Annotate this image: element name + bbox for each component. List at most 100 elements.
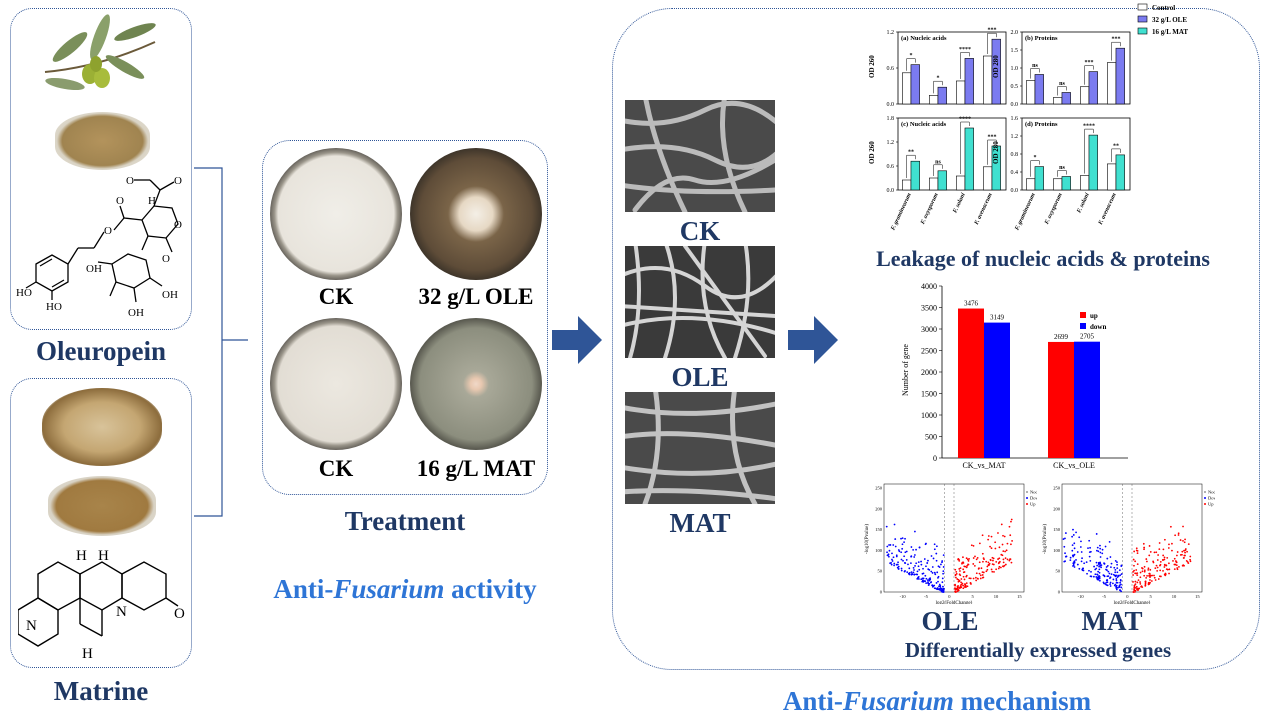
- point-down: [1075, 559, 1077, 561]
- leakage-panel-b: (b) Proteins OD 280 0.0 0.5 1.0 1.5 2.0 ns ns ***…: [992, 30, 1131, 108]
- point-up: [1146, 560, 1148, 563]
- point-down: [911, 572, 913, 575]
- leakage-panel-c: (c) Nucleic acids OD 260 0.0 0.6 1.2 1.8 ** F. …: [868, 116, 1007, 231]
- point-down: [1114, 559, 1117, 562]
- plate-mat: [410, 318, 542, 450]
- point-down: [896, 563, 899, 566]
- volcano-legend-dot: [1204, 491, 1206, 493]
- point-up: [1138, 587, 1141, 590]
- point-up: [1150, 580, 1153, 582]
- point-up: [979, 577, 982, 580]
- point-up: [1153, 574, 1155, 577]
- point-down: [928, 582, 931, 585]
- panel-title-b: (b) Proteins: [1025, 35, 1058, 42]
- point-up: [972, 557, 975, 559]
- sem-label-ck: CK: [679, 216, 721, 246]
- point-up: [1173, 563, 1176, 566]
- point-down: [1073, 542, 1076, 545]
- sig-label-a: *: [909, 53, 912, 59]
- point-down: [925, 565, 927, 568]
- panel-ticklabel-b: 0.0: [1011, 102, 1019, 108]
- point-up: [1132, 570, 1134, 573]
- matrine-structure: H H H N N O: [18, 548, 185, 662]
- point-down: [1114, 571, 1117, 574]
- volcano-plot-ole: -10 -5 0 5 10 15050100150200250log2(FoldChang…: [865, 483, 1037, 604]
- point-down: [1063, 545, 1066, 548]
- point-up: [1144, 580, 1147, 583]
- bar-control-a: [983, 55, 993, 105]
- point-down: [1064, 537, 1066, 540]
- point-down: [938, 585, 940, 588]
- point-up: [966, 585, 969, 588]
- point-up: [1011, 540, 1013, 542]
- activity-prefix: Anti-: [273, 574, 334, 604]
- point-down: [1104, 545, 1107, 548]
- point-up: [1168, 562, 1170, 565]
- plate-ck-1: [270, 148, 402, 280]
- point-up: [1155, 564, 1158, 567]
- point-down: [1111, 582, 1114, 585]
- panel-ylabel-b: OD 280: [992, 55, 1000, 78]
- panel-ticklabel-c: 1.2: [887, 140, 895, 146]
- point-up: [1136, 563, 1139, 566]
- sig-bracket-d: [1030, 160, 1040, 177]
- point-up: [994, 547, 997, 550]
- bar-control-d: [1107, 163, 1117, 191]
- point-up: [998, 546, 1001, 549]
- sig-label-b: ns: [1032, 63, 1038, 69]
- volcano-legend-dot: [1026, 491, 1028, 493]
- panel-ticklabel-c: 0.6: [887, 164, 895, 170]
- point-up: [1159, 563, 1162, 566]
- point-down: [1078, 536, 1081, 539]
- point-down: [1096, 577, 1099, 580]
- treatment-title: Treatment: [344, 506, 466, 536]
- point-up: [1171, 542, 1173, 545]
- point-up: [1149, 579, 1151, 581]
- point-down: [1101, 552, 1104, 555]
- point-up: [1010, 520, 1012, 523]
- point-down: [1080, 540, 1082, 543]
- point-down: [1096, 564, 1099, 567]
- point-up: [1182, 540, 1184, 542]
- point-down: [934, 573, 937, 576]
- point-down: [1116, 561, 1118, 564]
- point-up: [997, 532, 999, 534]
- point-down: [1064, 532, 1067, 534]
- leakage-charts: Control 32 g/L OLE 16 g/L MAT (a) Nuclei…: [868, 3, 1188, 231]
- deg-category-label: CK_vs_OLE: [1053, 461, 1095, 470]
- deg-bar-down: [984, 322, 1010, 458]
- point-down: [1069, 559, 1072, 562]
- deg-ticklabel: 3000: [921, 325, 937, 334]
- point-down: [1118, 569, 1121, 572]
- point-up: [1162, 548, 1165, 551]
- point-down: [1100, 564, 1103, 567]
- point-down: [1106, 557, 1109, 560]
- volcano-ytick: 150: [875, 527, 883, 532]
- panel-title-d: (d) Proteins: [1025, 121, 1058, 128]
- sig-bracket-b: [1111, 41, 1121, 61]
- point-up: [1008, 559, 1011, 562]
- point-down: [920, 563, 923, 566]
- point-down: [930, 555, 933, 557]
- point-down: [1087, 547, 1089, 550]
- sem-image-ole: [625, 246, 775, 358]
- point-down: [1080, 551, 1083, 553]
- point-down: [1078, 567, 1081, 570]
- deg-ticklabel: 3500: [921, 304, 937, 313]
- point-up: [976, 556, 979, 559]
- point-up: [955, 573, 958, 575]
- volcano-ytick: 50: [1056, 569, 1061, 574]
- point-up: [982, 557, 985, 560]
- point-up: [1137, 579, 1140, 582]
- deg-bar-down: [1074, 341, 1100, 458]
- point-down: [1108, 540, 1111, 543]
- point-up: [955, 591, 957, 593]
- point-up: [1184, 538, 1186, 541]
- point-up: [975, 558, 978, 561]
- point-up: [985, 560, 988, 563]
- point-up: [1158, 548, 1161, 551]
- volcano-xtick: -10: [1078, 594, 1085, 599]
- volcano-legend-label: Nodiff: [1208, 490, 1215, 495]
- point-down: [1109, 556, 1112, 558]
